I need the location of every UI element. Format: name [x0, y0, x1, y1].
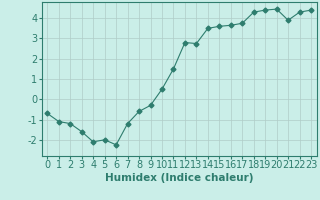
- X-axis label: Humidex (Indice chaleur): Humidex (Indice chaleur): [105, 173, 253, 183]
